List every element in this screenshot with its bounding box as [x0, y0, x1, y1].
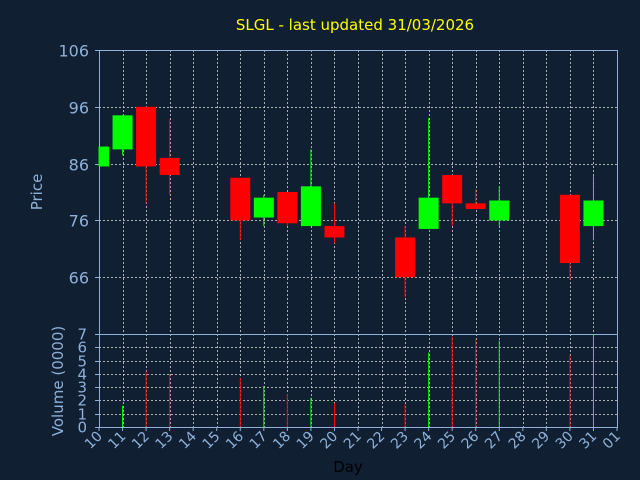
candle-24 [418, 118, 439, 229]
x-tick-label: 19 [294, 429, 318, 453]
volume-plot-frame [99, 334, 618, 428]
x-tick-label: 15 [200, 429, 224, 453]
candle-19 [300, 149, 321, 227]
volume-tick-label: 3 [77, 379, 87, 397]
volume-tick-label: 0 [77, 419, 87, 437]
price-tick-label: 96 [69, 99, 89, 118]
x-tick-label: 13 [153, 429, 177, 453]
candle-body [418, 197, 439, 229]
candle-body [277, 192, 298, 224]
x-tick-label: 27 [482, 429, 506, 453]
candle-16 [230, 177, 251, 241]
x-tick-label: 29 [529, 429, 553, 453]
x-tick-label: 12 [129, 429, 153, 453]
candle-body [230, 177, 251, 221]
candle-23 [395, 226, 416, 298]
candle-body [395, 237, 416, 278]
volume-tick-label: 5 [77, 353, 87, 371]
volume-tick-label: 7 [77, 326, 87, 344]
candle-body [442, 174, 463, 204]
volume-tick-label: 6 [77, 339, 87, 357]
candles [98, 106, 604, 298]
x-tick-label: 24 [412, 428, 436, 452]
x-tick-label: 14 [176, 428, 200, 452]
x-tick-label: 16 [223, 428, 247, 452]
candle-body [253, 197, 274, 218]
candle-body [159, 157, 180, 175]
x-ticks: 10 11 12 13 14 15 16 17 18 19 20 21 22 23 24 25 26 27 28 29… [82, 427, 624, 452]
candle-body [583, 200, 604, 227]
candle-18 [277, 192, 298, 227]
volume-frame-rect [99, 334, 618, 428]
price-tick-label: 66 [69, 269, 89, 288]
candle-body [559, 194, 580, 263]
volume-tick-label: 1 [77, 406, 87, 424]
x-tick-label: 18 [270, 429, 294, 453]
x-tick-label: 01 [600, 429, 624, 453]
candle-13 [159, 119, 180, 195]
x-tick-label: 25 [435, 429, 459, 453]
candle-body [300, 186, 321, 227]
volume-bars [122, 335, 594, 427]
volume-gridlines [99, 334, 617, 427]
volume-tick-label: 2 [77, 392, 87, 410]
candle-17 [253, 194, 274, 227]
price-tick-label: 86 [69, 156, 89, 175]
price-tick-label: 106 [58, 42, 89, 61]
candle-body [465, 203, 486, 210]
x-tick-label: 22 [364, 429, 388, 453]
price-gridlines [99, 50, 617, 334]
candle-body [136, 106, 157, 167]
volume-axis-label: Volume (0000) [49, 326, 67, 436]
x-tick-label: 31 [576, 429, 600, 453]
x-tick-label: 30 [553, 429, 577, 453]
price-axis-label: Price [28, 174, 46, 211]
candle-12 [136, 106, 157, 204]
price-y-ticks: 106 96 86 76 66 [58, 42, 99, 288]
price-tick-label: 76 [69, 212, 89, 231]
x-tick-label: 17 [247, 429, 271, 453]
candle-25 [442, 174, 463, 227]
volume-tick-label: 4 [77, 366, 87, 384]
candle-27 [489, 186, 510, 227]
x-tick-label: 11 [105, 429, 129, 453]
x-tick-label: 20 [317, 429, 341, 453]
candle-26 [465, 189, 486, 210]
x-axis-label: Day [333, 458, 363, 476]
chart-title: SLGL - last updated 31/03/2026 [236, 16, 474, 34]
candle-body [324, 226, 345, 238]
x-tick-label: 28 [506, 429, 530, 453]
candle-31 [583, 176, 604, 241]
x-tick-label: 23 [388, 429, 412, 453]
candle-body [489, 200, 510, 221]
x-tick-label: 21 [341, 429, 365, 453]
x-tick-label: 26 [459, 428, 483, 452]
candle-body [112, 115, 133, 150]
candle-20 [324, 203, 345, 244]
candle-30 [559, 194, 580, 281]
candle-10 [98, 146, 109, 167]
candle-11 [112, 115, 133, 156]
candle-body [99, 146, 109, 167]
